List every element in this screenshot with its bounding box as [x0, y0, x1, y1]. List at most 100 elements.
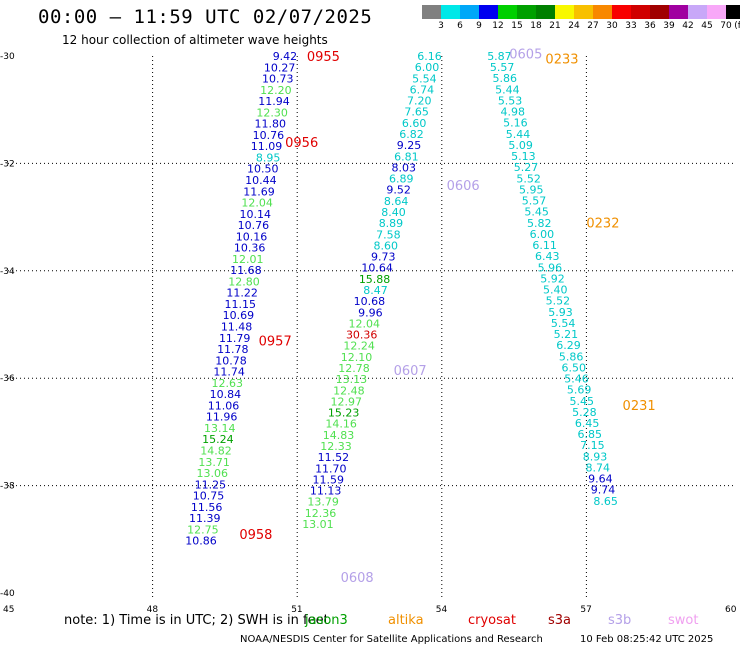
wave-height-value: 11.13 [310, 485, 342, 498]
colorbar-swatch [593, 5, 612, 19]
wave-height-value: 12.04 [241, 197, 273, 210]
wave-height-value: 11.79 [219, 332, 251, 345]
wave-height-value: 6.60 [402, 117, 427, 130]
colorbar-swatch [536, 5, 555, 19]
colorbar-label: 33 [625, 21, 637, 31]
wave-height-value: 5.87 [487, 50, 512, 63]
wave-height-value: 8.64 [384, 195, 409, 208]
wave-height-value: 8.03 [392, 161, 417, 174]
wave-height-value: 7.20 [407, 95, 432, 108]
wave-height-value: 12.20 [260, 84, 292, 97]
satellite-legend-altika: altika [388, 613, 424, 628]
x-tick-label: 60 [725, 605, 737, 615]
wave-height-value: 11.48 [221, 321, 253, 334]
colorbar-swatch [498, 5, 517, 19]
y-tick-label: -32 [0, 159, 15, 169]
colorbar-label: 6 [457, 21, 463, 31]
wave-height-value: 5.52 [546, 295, 571, 308]
colorbar [422, 5, 740, 19]
wave-height-value: 11.06 [208, 399, 240, 412]
pass-time-label: 0955 [307, 50, 340, 65]
wave-height-value: 10.36 [234, 242, 266, 255]
wave-height-value: 6.50 [562, 361, 587, 374]
wave-height-value: 6.45 [575, 417, 600, 430]
colorbar-swatch [479, 5, 498, 19]
wave-height-value: 5.13 [511, 150, 536, 163]
wave-height-value: 8.60 [374, 239, 399, 252]
wave-height-value: 5.45 [570, 395, 595, 408]
wave-height-value: 12.75 [187, 523, 219, 536]
wave-height-value: 11.80 [254, 118, 286, 131]
wave-height-value: 12.63 [211, 377, 243, 390]
wave-height-value: 10.78 [215, 354, 247, 367]
wave-height-value: 11.68 [230, 264, 262, 277]
wave-height-value: 11.39 [189, 512, 221, 525]
wave-height-value: 5.53 [498, 94, 523, 107]
colorbar-swatch [707, 5, 726, 19]
wave-height-value: 5.16 [503, 117, 528, 130]
y-tick-label: -30 [0, 52, 15, 62]
wave-height-value: 10.44 [245, 174, 277, 187]
x-tick-label: 57 [580, 605, 591, 615]
pass-time-labels: 0955 0956 0957 0958 0605 0606 0607 0608 0233 0232… [239, 47, 655, 586]
axis-ticks: 45 48 51 54 57 60 -30 -32 -34 -36 -38 -40 [0, 52, 737, 615]
satellite-legend-cryosat: cryosat [468, 613, 516, 628]
x-tick-label: 45 [3, 605, 14, 615]
colorbar-swatch [650, 5, 669, 19]
wave-height-value: 15.24 [202, 433, 234, 446]
wave-height-value: 7.65 [404, 106, 429, 119]
x-tick-label: 54 [436, 605, 448, 615]
wave-height-value: 5.44 [495, 83, 520, 96]
wave-height-value: 6.00 [530, 228, 555, 241]
wave-height-value: 11.22 [226, 287, 258, 300]
wave-height-value: 6.43 [535, 250, 560, 263]
satellite-legend-swot: swot [668, 613, 699, 628]
wave-height-value: 15.23 [328, 407, 360, 420]
pass-time-label: 0605 [509, 47, 542, 62]
grid-lines [8, 56, 733, 598]
wave-height-value: 9.64 [588, 473, 613, 486]
wave-height-value: 14.82 [200, 445, 232, 458]
wave-height-value: 6.00 [415, 61, 440, 74]
colorbar-swatch [517, 5, 536, 19]
wave-height-value: 5.54 [412, 72, 437, 85]
pass-time-label: 0956 [285, 136, 318, 151]
wave-height-value: 12.36 [305, 507, 337, 520]
wave-height-value: 10.76 [238, 219, 270, 232]
wave-height-value: 5.45 [524, 206, 549, 219]
wave-height-value: 10.75 [193, 490, 225, 503]
wave-height-value: 13.01 [302, 518, 334, 531]
wave-height-value: 8.89 [379, 217, 404, 230]
colorbar-label: 70 [720, 21, 732, 31]
wave-height-value: 11.25 [195, 478, 227, 491]
pass-time-label: 0607 [394, 364, 427, 379]
wave-height-value: 5.82 [527, 217, 552, 230]
wave-height-value: 5.57 [522, 195, 547, 208]
footer-timestamp: 10 Feb 08:25:42 UTC 2025 [580, 634, 714, 645]
wave-height-value: 10.69 [223, 309, 255, 322]
wave-height-value: 9.74 [591, 484, 616, 497]
wave-height-value: 8.40 [381, 206, 406, 219]
colorbar-label: 45 [701, 21, 713, 31]
wave-height-value: 10.76 [253, 129, 285, 142]
wave-height-value: 13.06 [197, 467, 229, 480]
wave-height-value: 10.64 [361, 262, 393, 275]
colorbar-label: 42 [682, 21, 694, 31]
wave-height-value: 30.36 [346, 329, 378, 342]
wave-height-value: 11.59 [312, 473, 344, 486]
colorbar-swatch [688, 5, 707, 19]
wave-height-value: 5.54 [551, 317, 576, 330]
map-title: 00:00 — 11:59 UTC 02/07/2025 [38, 6, 373, 28]
wave-height-value: 5.92 [540, 272, 565, 285]
x-tick-label: 48 [147, 605, 159, 615]
wave-height-value: 11.69 [243, 185, 275, 198]
wave-height-value: 14.83 [323, 429, 355, 442]
satellite-legend-jason3: jason3 [305, 613, 348, 628]
wave-height-value: 5.57 [490, 61, 515, 74]
colorbar-swatch [422, 5, 441, 19]
wave-height-value: 11.52 [318, 451, 350, 464]
pass-time-label: 0232 [586, 216, 619, 231]
wave-height-value: 5.21 [554, 328, 579, 341]
pass-time-label: 0958 [239, 528, 272, 543]
